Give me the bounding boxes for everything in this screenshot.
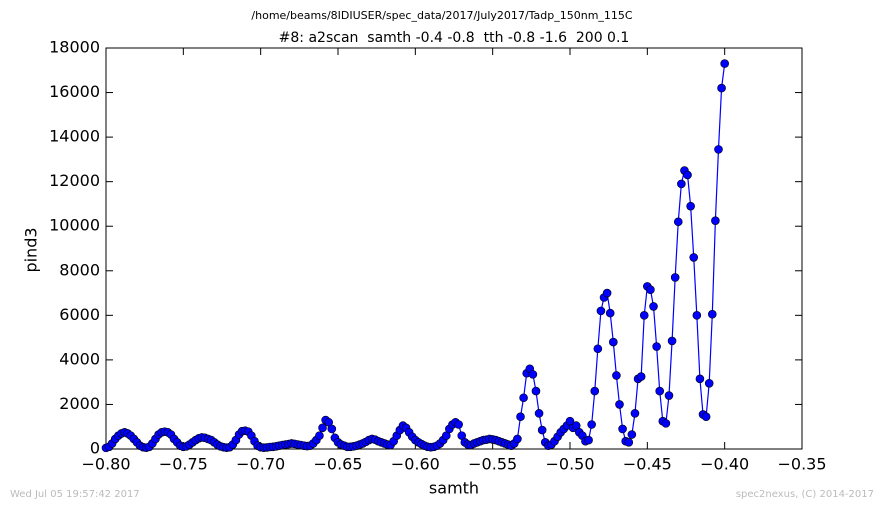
data-point [624,438,634,447]
data-point [615,400,624,409]
x-tick-label: −0.35 [777,455,826,474]
x-tick-label: −0.70 [236,455,285,474]
data-point [649,302,658,311]
chart-subtitle: #8: a2scan samth -0.4 -0.8 tth -0.8 -1.6… [279,30,630,46]
y-tick-label: 16000 [49,82,100,101]
data-line [105,63,726,449]
data-point [701,412,711,421]
data-point [513,434,522,444]
plot-frame [105,47,803,450]
x-tick-label: −0.75 [159,455,208,474]
data-point [315,431,324,440]
chart-title: /home/beams/8IDIUSER/spec_data/2017/July… [251,9,633,22]
data-point [534,409,544,418]
x-tick-label: −0.50 [545,455,594,474]
x-tick-label: −0.45 [623,455,672,474]
y-axis-label: pind3 [22,227,41,272]
data-point [714,145,723,154]
data-point [661,419,671,428]
data-point [707,309,717,319]
data-point [327,424,337,434]
data-point [318,423,327,433]
y-tick-label: 4000 [59,349,100,368]
data-point [720,59,729,68]
data-point [652,342,661,351]
data-point [596,306,606,316]
data-point [531,386,541,396]
data-point [630,409,640,418]
data-point [683,170,692,180]
x-tick-label: −0.55 [468,455,517,474]
data-point [695,374,705,384]
data-point [612,371,621,380]
x-tick-label: −0.40 [700,455,749,474]
data-point [692,311,702,320]
data-point [667,336,677,346]
data-point [593,344,603,354]
data-point [655,386,665,396]
data-point [609,337,618,347]
data-point [717,83,726,93]
data-point [528,370,538,379]
x-tick-label: −0.80 [81,455,130,474]
data-point [677,179,686,189]
data-point [618,424,627,434]
data-point [516,412,525,421]
data-point [605,308,615,318]
x-tick-label: −0.65 [313,455,362,474]
y-tick-label: 2000 [59,394,100,413]
y-tick-label: 18000 [49,38,100,57]
y-tick-label: 0 [90,439,100,458]
data-point [664,391,674,400]
data-point [602,288,612,298]
y-tick-label: 14000 [49,127,100,146]
data-point [711,216,720,225]
data-point [519,393,528,403]
y-tick-label: 8000 [59,260,100,279]
data-point [689,253,699,262]
data-point [454,420,463,429]
data-point [686,201,695,211]
data-point [646,285,655,295]
data-point [627,430,637,439]
y-tick-label: 10000 [49,216,100,235]
y-tick-label: 12000 [49,171,100,190]
footer-timestamp: Wed Jul 05 19:57:42 2017 [10,489,140,500]
data-point [639,311,649,320]
data-point [636,372,646,381]
x-axis-label: samth [429,479,479,498]
data-point [537,425,547,435]
data-point [584,435,593,445]
data-point [670,273,680,282]
data-point [704,378,714,388]
data-point [673,217,683,227]
footer-credit: spec2nexus, (C) 2014-2017 [736,489,874,500]
y-tick-label: 6000 [59,305,100,324]
x-tick-label: −0.60 [391,455,440,474]
data-point [590,386,600,396]
data-point [587,420,596,429]
